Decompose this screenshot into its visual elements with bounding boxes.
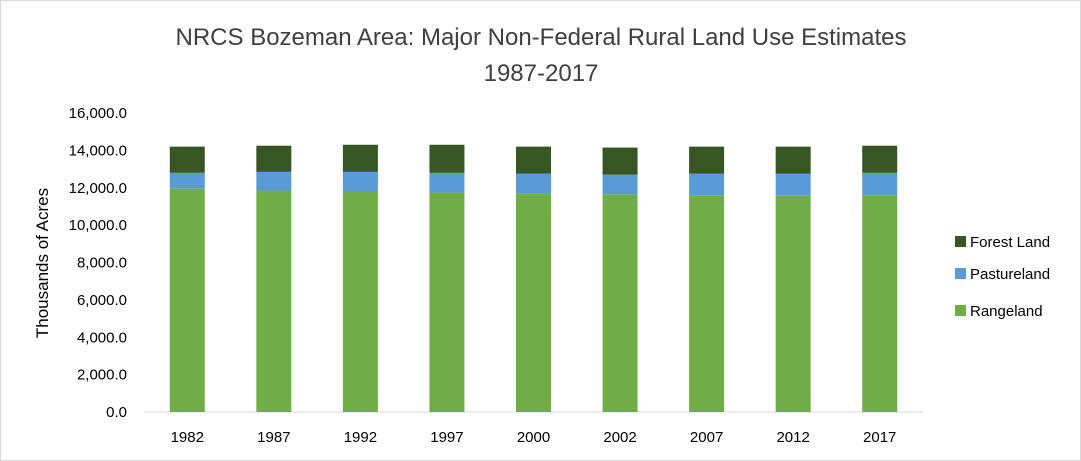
x-tick-label: 1997	[430, 429, 463, 446]
y-axis-title: Thousands of Acres	[33, 188, 52, 338]
bar-forest-land-2000	[516, 146, 551, 174]
x-tick-label: 1992	[344, 429, 377, 446]
plot-area: 0.0 2,000.0 4,000.0 6,000.0 8,000.0 10,000.0 1…	[69, 105, 923, 446]
bar-forest-land-1982	[169, 146, 205, 173]
x-tick-label: 2012	[776, 429, 809, 446]
x-tick-label: 1987	[257, 429, 290, 446]
legend: Forest Land Pastureland Rangeland	[955, 234, 1050, 320]
bar-rangeland-2002	[602, 194, 638, 412]
y-tick-label: 12,000.0	[69, 180, 127, 197]
x-tick-label: 1982	[171, 429, 204, 446]
y-tick-label: 2,000.0	[77, 367, 127, 384]
bar-forest-land-2002	[602, 147, 638, 175]
y-tick-label: 8,000.0	[77, 255, 127, 272]
bar-forest-land-1987	[256, 145, 292, 172]
bar-forest-land-2007	[689, 146, 725, 174]
bar-pastureland-1997	[429, 172, 465, 193]
y-tick-label: 16,000.0	[69, 105, 127, 122]
bar-pastureland-2012	[775, 173, 811, 196]
x-tick-label: 2007	[690, 429, 723, 446]
bar-rangeland-1997	[429, 192, 465, 412]
bar-pastureland-1987	[256, 171, 292, 191]
x-tick-label: 2017	[863, 429, 896, 446]
bar-pastureland-1992	[342, 171, 378, 192]
bar-pastureland-1982	[169, 172, 205, 189]
legend-swatch-forest-land	[955, 236, 966, 247]
bar-pastureland-2002	[602, 174, 638, 195]
y-tick-label: 6,000.0	[77, 292, 127, 309]
y-tick-label: 14,000.0	[69, 142, 127, 159]
x-tick-label: 2002	[603, 429, 636, 446]
chart-title-line-2: 1987-2017	[484, 60, 599, 87]
chart-title-line-1: NRCS Bozeman Area: Major Non-Federal Rur…	[176, 24, 907, 51]
y-tick-label: 0.0	[106, 404, 127, 421]
bar-rangeland-2007	[689, 195, 725, 412]
legend-label-forest-land: Forest Land	[970, 234, 1050, 251]
bar-forest-land-1997	[429, 144, 465, 173]
bar-rangeland-2017	[862, 195, 898, 412]
legend-swatch-pastureland	[955, 268, 966, 279]
legend-swatch-rangeland	[955, 305, 966, 316]
bar-rangeland-1992	[342, 191, 378, 412]
y-tick-label: 4,000.0	[77, 329, 127, 346]
bar-rangeland-1987	[256, 190, 292, 412]
bar-forest-land-1992	[342, 144, 378, 172]
bar-rangeland-2012	[775, 195, 811, 412]
bar-rangeland-2000	[516, 193, 551, 412]
bar-pastureland-2007	[689, 173, 725, 196]
legend-label-pastureland: Pastureland	[970, 266, 1050, 283]
bar-pastureland-2000	[516, 173, 551, 194]
legend-label-rangeland: Rangeland	[970, 303, 1043, 320]
bar-pastureland-2017	[862, 172, 898, 196]
y-tick-label: 10,000.0	[69, 217, 127, 234]
bar-rangeland-1982	[169, 188, 205, 412]
x-tick-label: 2000	[517, 429, 550, 446]
bar-forest-land-2017	[862, 145, 898, 173]
bar-forest-land-2012	[775, 146, 811, 174]
